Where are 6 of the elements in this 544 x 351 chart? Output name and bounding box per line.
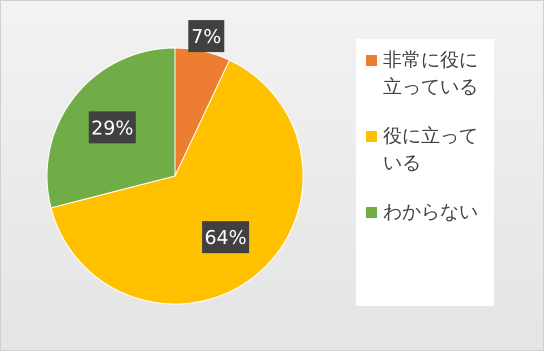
legend-label: わからない xyxy=(383,200,478,225)
legend-label: 役に立っている xyxy=(383,124,479,176)
data-label: 29% xyxy=(91,117,134,140)
data-label: 64% xyxy=(204,227,247,250)
data-label: 7% xyxy=(191,26,222,48)
legend-label: 非常に役に立っている xyxy=(383,48,479,100)
